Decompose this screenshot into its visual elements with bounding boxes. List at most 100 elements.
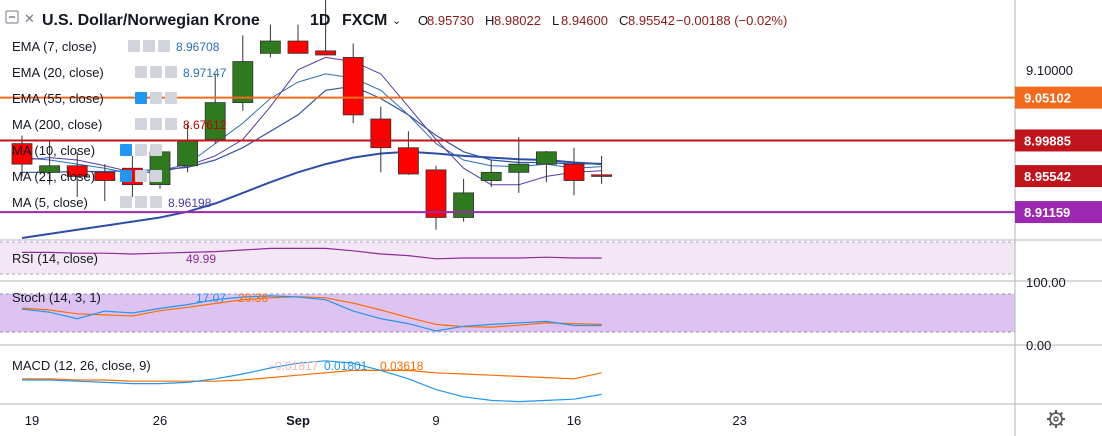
- candle-body: [232, 61, 254, 103]
- stoch-label[interactable]: Stoch (14, 3, 1): [12, 290, 101, 305]
- source[interactable]: FXCM: [342, 12, 387, 29]
- visibility-icon[interactable]: [128, 40, 140, 52]
- price-tag-bg: [1015, 86, 1102, 109]
- indicator-value: 8.67612: [183, 118, 227, 132]
- symbol-title[interactable]: U.S. Dollar/Norwegian Krone: [42, 12, 260, 29]
- ohlc-key: L: [552, 13, 559, 28]
- price-tag-bg: [1015, 201, 1102, 224]
- collapse-legend-icon[interactable]: [5, 10, 19, 24]
- gear-icon[interactable]: [150, 92, 162, 104]
- candle-body: [342, 57, 364, 116]
- indicator-label[interactable]: EMA (7, close): [12, 39, 97, 54]
- ma5-line: [21, 56, 602, 186]
- close-icon[interactable]: [150, 144, 162, 156]
- close-icon[interactable]: [165, 92, 177, 104]
- candle-body: [370, 118, 392, 149]
- macd-legend: MACD (12, 26, close, 9) −0.01817 0.01801…: [12, 358, 424, 373]
- time-axis[interactable]: 19 26 Sep 9 16 23: [25, 413, 747, 428]
- stoch-tick-0: 0.00: [1026, 338, 1051, 353]
- time-tick: Sep: [286, 413, 310, 428]
- indicator-value: 8.97147: [183, 66, 227, 80]
- indicator-label[interactable]: MA (5, close): [12, 195, 88, 210]
- visibility-icon[interactable]: [120, 144, 132, 156]
- gear-icon[interactable]: [135, 196, 147, 208]
- close-icon[interactable]: [150, 196, 162, 208]
- ema55-line: [21, 150, 602, 239]
- time-tick: 16: [567, 413, 581, 428]
- time-tick: 19: [25, 413, 39, 428]
- time-tick: 23: [732, 413, 746, 428]
- indicator-label[interactable]: MA (21, close): [12, 169, 95, 184]
- price-tag: 9.05102: [1024, 91, 1071, 106]
- close-symbol-icon[interactable]: ✕: [24, 11, 35, 26]
- indicator-value: 8.96708: [176, 40, 220, 54]
- price-tag-bg: [1015, 129, 1102, 152]
- close-icon[interactable]: [150, 170, 162, 182]
- candle-body: [39, 165, 60, 173]
- close-icon[interactable]: [158, 40, 170, 52]
- gear-icon[interactable]: [150, 66, 162, 78]
- rsi-value: 49.99: [186, 252, 216, 266]
- macd-signal-value: 0.03618: [380, 359, 424, 373]
- candle-body: [94, 171, 116, 181]
- candle-body: [177, 140, 199, 167]
- chart-header: ✕ U.S. Dollar/Norwegian Krone 1D FXCM ⌄ …: [5, 10, 787, 29]
- stoch-k-line: [21, 295, 602, 332]
- candle-body: [425, 169, 447, 218]
- close-icon[interactable]: [165, 66, 177, 78]
- ema7-line: [21, 73, 602, 175]
- macd-value: 0.01801: [324, 359, 368, 373]
- ohlc-key: H: [485, 13, 494, 28]
- ohlc-key: O: [418, 13, 428, 28]
- gear-icon[interactable]: [143, 40, 155, 52]
- ohlc-value: 8.94600: [561, 13, 608, 28]
- visibility-icon[interactable]: [135, 66, 147, 78]
- ohlc-value: 8.95542: [628, 13, 675, 28]
- candle-body: [11, 143, 33, 165]
- gear-icon[interactable]: [135, 170, 147, 182]
- macd-line: [22, 360, 602, 403]
- price-axis[interactable]: 9.10000 9.05102 8.99885 8.95542 8.91159 100…: [1015, 63, 1102, 353]
- visibility-icon[interactable]: [120, 196, 132, 208]
- price-tag: 8.95542: [1024, 169, 1071, 184]
- indicator-label[interactable]: EMA (55, close): [12, 91, 104, 106]
- gear-icon[interactable]: [150, 118, 162, 130]
- indicator-label[interactable]: EMA (20, close): [12, 65, 104, 80]
- candle-body: [508, 163, 530, 173]
- candle-body: [591, 174, 612, 177]
- visibility-icon[interactable]: [120, 170, 132, 182]
- visibility-icon[interactable]: [135, 92, 147, 104]
- settings-gear-icon[interactable]: [1047, 410, 1065, 428]
- visibility-icon[interactable]: [135, 118, 147, 130]
- stoch-tick-100: 100.00: [1026, 275, 1066, 290]
- chevron-down-icon[interactable]: ⌄: [392, 15, 401, 27]
- stoch-d-line: [21, 296, 602, 328]
- indicator-legends: EMA (7, close) 8.96708 EMA (20, close) 8.97…: [12, 39, 227, 210]
- candle-body: [480, 171, 502, 181]
- candle-body: [563, 163, 585, 181]
- stoch-d-value: 20.36: [238, 291, 268, 305]
- macd-label[interactable]: MACD (12, 26, close, 9): [12, 358, 151, 373]
- rsi-label[interactable]: RSI (14, close): [12, 251, 98, 266]
- indicator-label[interactable]: MA (10, close): [12, 143, 95, 158]
- candle-body: [397, 147, 419, 175]
- price-tag: 8.99885: [1024, 133, 1071, 148]
- macd-hist-value: −0.01817: [268, 359, 319, 373]
- ohlc-values: O8.95730 H 8.98022 L 8.94600 C 8.95542: [418, 13, 675, 28]
- stoch-legend: Stoch (14, 3, 1) 17.07 20.36: [12, 290, 268, 305]
- indicator-label[interactable]: MA (200, close): [12, 117, 102, 132]
- change-value: −0.00188 (−0.02%): [676, 13, 787, 28]
- rsi-legend: RSI (14, close) 49.99: [12, 251, 216, 266]
- price-tag-bg: [1015, 165, 1102, 188]
- gear-icon[interactable]: [135, 144, 147, 156]
- main-plot: [11, 0, 612, 239]
- interval[interactable]: 1D: [310, 12, 330, 29]
- stoch-k-value: 17.07: [196, 291, 226, 305]
- candle-body: [287, 40, 309, 54]
- candle-body: [315, 50, 337, 56]
- price-tag: 8.91159: [1024, 205, 1070, 220]
- close-icon[interactable]: [165, 118, 177, 130]
- macd-signal-line: [22, 369, 602, 382]
- ohlc-value: 8.98022: [494, 13, 541, 28]
- ohlc-key: C: [619, 13, 628, 28]
